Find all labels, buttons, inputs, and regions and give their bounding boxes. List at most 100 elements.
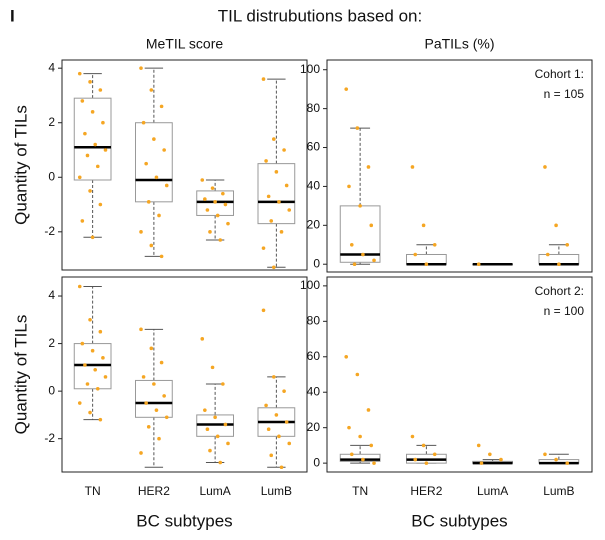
data-point [157,436,161,441]
data-point [205,427,210,431]
data-point [432,452,437,457]
data-point [157,213,161,218]
data-point [424,262,429,267]
data-point [344,87,349,91]
data-point [208,448,212,453]
data-point [226,221,230,226]
data-point [83,131,87,136]
data-point [264,159,268,163]
data-point [149,243,154,248]
data-point [347,425,351,430]
data-point [98,417,103,422]
panel-frame [61,276,308,473]
x-tick-label: LumA [199,484,230,498]
y-tick-label: 40 [307,179,321,193]
x-tick-label: HER2 [138,484,170,498]
x-tick-label: LumA [477,484,508,498]
data-point [152,382,156,386]
data-point [413,457,418,462]
data-point [358,204,362,208]
data-point [144,161,148,166]
data-point [159,104,164,109]
data-point [162,148,166,152]
y-tick-label: 40 [307,384,321,398]
data-point [221,191,225,196]
data-point [432,242,437,247]
data-point [274,170,279,174]
data-point [85,382,90,386]
data-point [272,375,276,379]
data-point [139,230,143,234]
data-point [90,348,95,353]
data-point [95,386,100,391]
data-point [282,148,286,152]
data-point [554,457,558,462]
data-point [421,443,426,448]
figure-title: TIL distrubutions based on: [218,6,422,25]
data-point [410,434,415,439]
data-point [200,178,205,182]
data-point [366,408,371,412]
data-point [358,434,362,439]
annotation: n = 105 [544,87,585,101]
data-point [139,451,143,455]
x-tick-label: TN [85,484,101,498]
data-point [80,341,85,346]
panel-title: MeTIL score [146,36,223,52]
y-tick-label: 4 [48,60,55,74]
data-point [347,184,351,189]
data-point [223,202,228,207]
data-point [272,265,276,270]
data-point [215,434,220,439]
data-point [565,461,570,465]
data-point [565,242,570,247]
data-point [372,258,376,263]
data-point [226,441,230,446]
data-point [141,120,146,125]
data-point [215,213,220,218]
y-tick-label: 100 [300,62,320,76]
y-tick-label: 0 [313,455,320,469]
panel-frame [326,276,593,473]
data-point [149,346,154,351]
data-point [279,465,284,470]
y-tick-label: 0 [48,383,55,397]
data-point [88,80,92,84]
data-point [139,327,143,332]
y-tick-label: 60 [307,349,321,363]
data-point [88,189,92,193]
data-point [266,194,271,199]
data-point [203,408,207,412]
data-point [261,308,266,313]
data-point [83,363,87,367]
data-point [355,126,360,130]
data-point [421,223,426,228]
data-point [98,88,103,92]
data-point [152,137,156,141]
data-point [410,165,415,169]
data-point [93,367,97,372]
data-point [269,453,274,458]
data-point [154,175,159,180]
data-point [77,175,82,180]
data-point [355,372,360,377]
data-point [282,389,286,393]
data-point [77,71,82,76]
y-tick-label: 0 [48,169,55,183]
annotation: n = 100 [544,304,585,318]
data-point [274,413,279,417]
data-point [424,461,429,465]
data-point [95,164,100,169]
data-point [90,110,95,114]
data-point [98,202,103,207]
data-point [543,165,547,169]
x-tick-label: LumB [261,484,292,498]
data-point [279,230,284,234]
data-point [90,235,95,240]
data-point [146,200,151,204]
data-point [287,208,292,212]
data-point [159,254,164,259]
data-point [205,208,210,212]
